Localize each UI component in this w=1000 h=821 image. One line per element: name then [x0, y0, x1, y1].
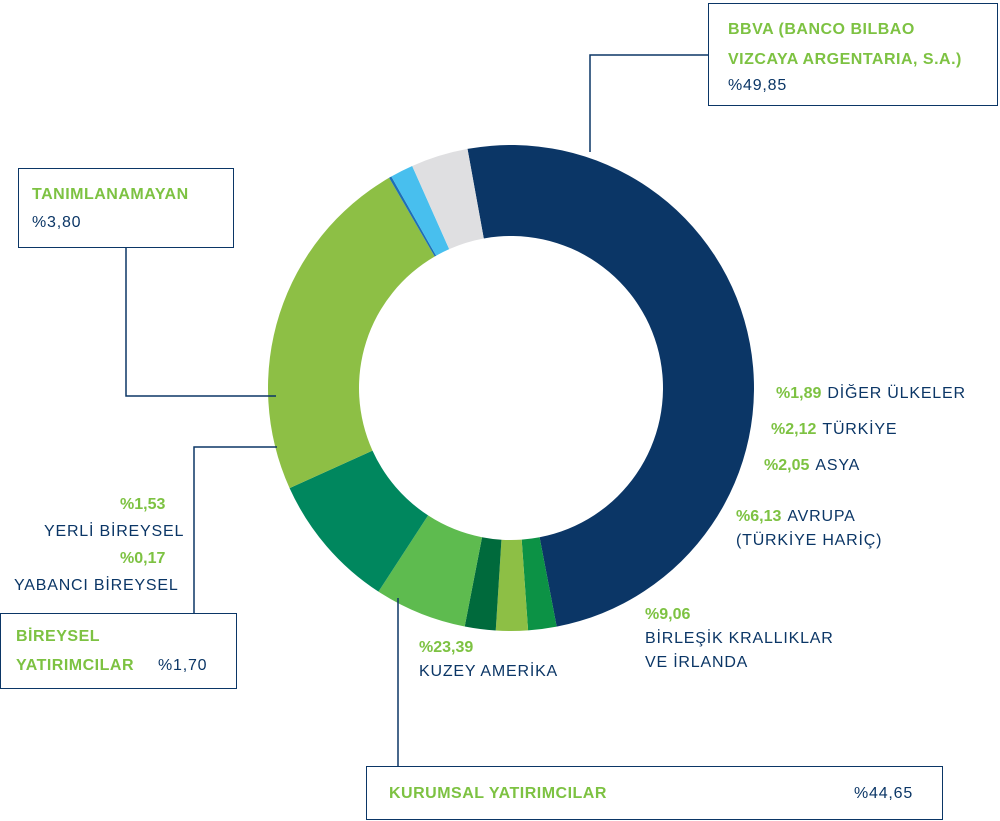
yabanci-bireysel-name: YABANCI BİREYSEL — [14, 577, 179, 594]
donut-slice-1 — [521, 537, 557, 631]
donut-slice-5 — [289, 450, 429, 592]
bbva-label-box: BBVA (BANCO BILBAO VIZCAYA ARGENTARIA, S… — [708, 3, 998, 106]
bbva-name-line1: BBVA (BANCO BILBAO — [728, 21, 915, 38]
donut-slice-7 — [389, 176, 437, 257]
leader-line-bireysel — [193, 446, 277, 613]
avrupa-name: AVRUPA — [787, 508, 856, 525]
yabanci-bireysel-pct: %0,17 — [120, 550, 166, 567]
kurumsal-yatirimcilar-box: KURUMSAL YATIRIMCILAR %44,65 — [366, 766, 943, 820]
donut-slice-2 — [495, 539, 529, 631]
yerli-bireysel-pct: %1,53 — [120, 496, 166, 513]
kuzey-amerika-pct: %23,39 — [419, 639, 474, 656]
leader-lines — [125, 54, 708, 766]
uk-pct: %9,06 — [645, 606, 691, 623]
turkiye-label: %2,12 TÜRKİYE — [771, 418, 897, 442]
tanimlanamayan-label-box: TANIMLANAMAYAN %3,80 — [18, 168, 234, 248]
tanimlanamayan-name: TANIMLANAMAYAN — [32, 186, 189, 203]
donut-slice-8 — [391, 165, 450, 256]
bireysel-name-line2: YATIRIMCILAR — [16, 657, 134, 674]
diger-ulkeler-name: DİĞER ÜLKELER — [827, 385, 966, 402]
asya-name: ASYA — [815, 457, 861, 474]
avrupa-pct: %6,13 — [736, 508, 782, 525]
donut-slices — [268, 145, 754, 631]
yerli-bireysel-name: YERLİ BİREYSEL — [44, 523, 185, 540]
bireysel-yatirimcilar-box: BİREYSEL YATIRIMCILAR %1,70 — [0, 613, 237, 689]
donut-slice-6 — [268, 177, 435, 489]
uk-name-line1: BİRLEŞİK KRALLIKLAR — [645, 630, 834, 647]
avrupa-label: %6,13 AVRUPA — [736, 505, 856, 529]
diger-ulkeler-pct: %1,89 — [776, 385, 822, 402]
kurumsal-name: KURUMSAL YATIRIMCILAR — [389, 785, 607, 802]
avrupa-name-line2: (TÜRKİYE HARİÇ) — [736, 532, 883, 549]
asya-label: %2,05 ASYA — [764, 454, 860, 478]
bbva-name-line2: VIZCAYA ARGENTARIA, S.A.) — [728, 51, 962, 68]
tanimlanamayan-value: %3,80 — [32, 214, 82, 231]
asya-pct: %2,05 — [764, 457, 810, 474]
leader-line-tanim — [125, 248, 276, 397]
donut-slice-0 — [467, 145, 754, 627]
bbva-value: %49,85 — [728, 77, 788, 94]
bireysel-value: %1,70 — [158, 657, 208, 674]
leader-line-bbva — [589, 54, 708, 152]
donut-slice-3 — [464, 537, 502, 631]
donut-slice-9 — [412, 148, 484, 250]
diger-ulkeler-label: %1,89 DİĞER ÜLKELER — [776, 382, 966, 406]
donut-slice-4 — [378, 515, 483, 627]
kuzey-amerika-name: KUZEY AMERİKA — [419, 663, 559, 680]
bireysel-name-line1: BİREYSEL — [16, 628, 101, 645]
turkiye-name: TÜRKİYE — [822, 421, 898, 438]
turkiye-pct: %2,12 — [771, 421, 817, 438]
kurumsal-value: %44,65 — [854, 785, 914, 802]
uk-name-line2: VE İRLANDA — [645, 654, 749, 671]
